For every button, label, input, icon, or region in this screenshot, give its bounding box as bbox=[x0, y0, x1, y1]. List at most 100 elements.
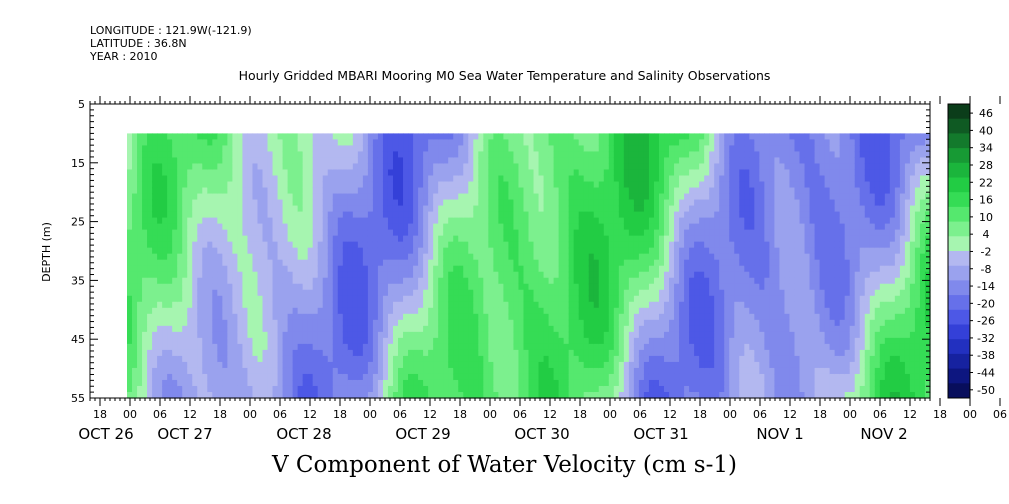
heatmap-cell bbox=[342, 205, 349, 213]
heatmap-cell bbox=[332, 133, 339, 141]
heatmap-cell bbox=[498, 301, 505, 309]
heatmap-cell bbox=[448, 193, 454, 201]
heatmap-cell bbox=[418, 355, 424, 363]
heatmap-cell bbox=[493, 133, 499, 141]
heatmap-cell bbox=[197, 187, 203, 195]
heatmap-cell bbox=[403, 319, 409, 327]
heatmap-cell bbox=[292, 361, 299, 369]
heatmap-cell bbox=[367, 193, 374, 201]
heatmap-cell bbox=[648, 253, 655, 261]
heatmap-cell bbox=[468, 313, 474, 321]
heatmap-cell bbox=[227, 301, 233, 309]
heatmap-cell bbox=[197, 325, 203, 333]
heatmap-cell bbox=[317, 301, 324, 309]
heatmap-cell bbox=[423, 145, 429, 153]
heatmap-cell bbox=[292, 241, 299, 249]
heatmap-cell bbox=[478, 379, 484, 387]
heatmap-cell bbox=[623, 181, 630, 189]
heatmap-cell bbox=[292, 217, 299, 225]
heatmap-cell bbox=[277, 295, 284, 303]
heatmap-cell bbox=[132, 199, 138, 207]
heatmap-cell bbox=[573, 361, 580, 369]
heatmap-cell bbox=[538, 247, 545, 255]
heatmap-cell bbox=[347, 217, 354, 225]
heatmap-cell bbox=[533, 307, 540, 315]
heatmap-cell bbox=[473, 259, 479, 267]
heatmap-cell bbox=[428, 325, 434, 333]
heatmap-cell bbox=[418, 133, 424, 141]
heatmap-cell bbox=[568, 223, 575, 231]
heatmap-cell bbox=[588, 313, 595, 321]
heatmap-cell bbox=[222, 379, 228, 387]
heatmap-cell bbox=[222, 373, 228, 381]
heatmap-cell bbox=[658, 241, 665, 249]
heatmap-cell bbox=[267, 181, 274, 189]
heatmap-cell bbox=[568, 337, 575, 345]
heatmap-cell bbox=[679, 145, 685, 153]
heatmap-cell bbox=[684, 193, 690, 201]
heatmap-cell bbox=[503, 241, 510, 249]
heatmap-cell bbox=[518, 313, 525, 321]
heatmap-cell bbox=[382, 211, 389, 219]
heatmap-cell bbox=[458, 169, 464, 177]
heatmap-cell bbox=[392, 139, 399, 147]
heatmap-cell bbox=[217, 277, 223, 285]
heatmap-cell bbox=[513, 385, 520, 393]
heatmap-cell bbox=[689, 331, 695, 339]
heatmap-cell bbox=[342, 133, 349, 141]
heatmap-cell bbox=[488, 193, 494, 201]
heatmap-cell bbox=[679, 181, 685, 189]
heatmap-cell bbox=[207, 313, 213, 321]
heatmap-cell bbox=[573, 163, 580, 171]
heatmap-cell bbox=[152, 193, 158, 201]
heatmap-cell bbox=[222, 271, 228, 279]
heatmap-cell bbox=[508, 187, 515, 195]
heatmap-cell bbox=[232, 205, 239, 213]
heatmap-cell bbox=[684, 187, 690, 195]
heatmap-cell bbox=[563, 223, 570, 231]
heatmap-cell bbox=[267, 373, 274, 381]
heatmap-cell bbox=[297, 145, 304, 153]
heatmap-cell bbox=[438, 157, 444, 165]
heatmap-cell bbox=[207, 229, 213, 237]
heatmap-cell bbox=[192, 313, 198, 321]
heatmap-cell bbox=[548, 373, 555, 381]
heatmap-cell bbox=[613, 301, 620, 309]
heatmap-cell bbox=[377, 223, 384, 231]
heatmap-cell bbox=[137, 307, 143, 315]
heatmap-cell bbox=[408, 277, 414, 285]
heatmap-cell bbox=[664, 265, 670, 273]
heatmap-cell bbox=[608, 211, 615, 219]
heatmap-cell bbox=[137, 247, 143, 255]
heatmap-cell bbox=[533, 235, 540, 243]
heatmap-cell bbox=[674, 217, 680, 225]
heatmap-cell bbox=[372, 379, 379, 387]
heatmap-cell bbox=[337, 313, 344, 321]
heatmap-cell bbox=[528, 391, 535, 399]
heatmap-cell bbox=[588, 325, 595, 333]
heatmap-cell bbox=[613, 217, 620, 225]
heatmap-cell bbox=[468, 289, 474, 297]
heatmap-cell bbox=[523, 235, 530, 243]
heatmap-cell bbox=[307, 301, 314, 309]
heatmap-cell bbox=[558, 169, 565, 177]
heatmap-cell bbox=[428, 133, 434, 141]
heatmap-cell bbox=[543, 289, 550, 297]
heatmap-cell bbox=[473, 295, 479, 303]
heatmap-cell bbox=[392, 307, 399, 315]
heatmap-cell bbox=[197, 151, 203, 159]
heatmap-cell bbox=[694, 235, 700, 243]
heatmap-cell bbox=[398, 295, 404, 303]
heatmap-cell bbox=[553, 211, 560, 219]
heatmap-cell bbox=[488, 319, 494, 327]
heatmap-cell bbox=[187, 349, 193, 357]
heatmap-cell bbox=[147, 175, 153, 183]
heatmap-cell bbox=[623, 187, 630, 195]
heatmap-cell bbox=[568, 241, 575, 249]
heatmap-cell bbox=[408, 271, 414, 279]
heatmap-cell bbox=[302, 193, 309, 201]
heatmap-cell bbox=[162, 367, 168, 375]
heatmap-cell bbox=[638, 199, 645, 207]
heatmap-cell bbox=[337, 223, 344, 231]
heatmap-cell bbox=[377, 169, 384, 177]
